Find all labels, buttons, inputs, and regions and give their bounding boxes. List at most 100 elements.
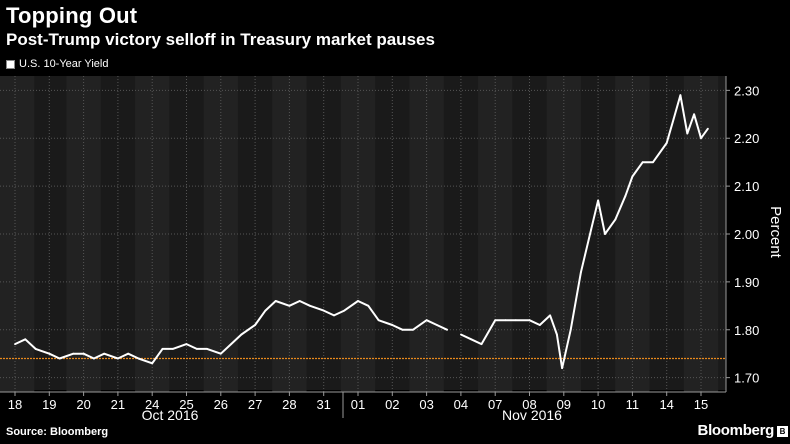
series-point xyxy=(652,161,654,164)
series-point xyxy=(14,343,16,345)
x-tick-label: 28 xyxy=(282,397,296,412)
x-tick-label: 11 xyxy=(626,397,640,412)
x-tick-label: 15 xyxy=(694,397,708,412)
series-point xyxy=(604,233,606,235)
legend-label: U.S. 10-Year Yield xyxy=(19,58,109,70)
series-point xyxy=(230,343,233,345)
series-point xyxy=(309,304,311,307)
x-tick-label: 25 xyxy=(179,397,193,412)
series-point xyxy=(700,137,702,140)
series-point xyxy=(333,314,335,317)
series-point xyxy=(569,328,572,331)
x-tick-label: 19 xyxy=(42,397,56,412)
series-point xyxy=(436,324,438,326)
series-point xyxy=(117,357,119,360)
series-point xyxy=(93,357,95,360)
band xyxy=(0,76,35,392)
series-point xyxy=(631,175,634,178)
y-tick-label: 2.10 xyxy=(734,179,759,194)
x-tick-labels: 18 19 20 21 24 25 26 27 28 31 01 02 03 04 07 08 09 10 11 14… xyxy=(8,392,708,412)
series-point xyxy=(480,343,483,345)
series-point xyxy=(412,328,414,331)
series-point xyxy=(103,352,106,355)
bloomberg-icon: B xyxy=(777,426,788,437)
series-point xyxy=(34,348,37,350)
series-point xyxy=(707,127,709,130)
month-label-oct: Oct 2016 xyxy=(142,407,199,423)
x-tick-label: 31 xyxy=(316,397,330,412)
y-tick-label: 2.00 xyxy=(734,227,759,242)
chart-title: Topping Out xyxy=(6,3,138,28)
series-point xyxy=(641,161,644,164)
x-tick-label: 03 xyxy=(419,397,433,412)
x-tick-label: 01 xyxy=(351,397,365,412)
series-point xyxy=(672,118,675,120)
series-point xyxy=(391,324,394,326)
series-point xyxy=(206,348,209,350)
series-point xyxy=(624,194,627,197)
series-point xyxy=(460,333,462,336)
series-point xyxy=(298,300,301,302)
x-tick-label: 20 xyxy=(76,397,90,412)
y-tick-label: 2.30 xyxy=(734,83,759,98)
series-point xyxy=(48,352,51,355)
series-line xyxy=(460,94,709,370)
series-point xyxy=(686,132,689,135)
legend: U.S. 10-Year Yield xyxy=(6,58,108,70)
x-tick-label: 21 xyxy=(111,397,125,412)
y-tick-label: 2.20 xyxy=(734,131,759,146)
x-tick-label: 14 xyxy=(659,397,673,412)
y-tick-label: 1.80 xyxy=(734,323,759,338)
x-tick-label: 09 xyxy=(557,397,571,412)
x-tick-label: 10 xyxy=(591,397,605,412)
y-tick-label: 1.70 xyxy=(734,371,759,386)
series-point xyxy=(137,357,140,360)
grid-lines xyxy=(0,76,726,392)
series-point xyxy=(264,309,267,312)
band xyxy=(272,76,307,392)
series-point xyxy=(561,367,563,369)
series-point xyxy=(343,309,346,312)
series-point xyxy=(274,300,277,302)
x-tick-label: 18 xyxy=(8,397,22,412)
series-point xyxy=(470,338,473,341)
month-label-nov: Nov 2016 xyxy=(502,407,562,423)
series-point xyxy=(195,348,198,350)
series-point xyxy=(254,324,256,326)
series-point xyxy=(377,319,380,322)
x-tick-label: 27 xyxy=(248,397,262,412)
series-point xyxy=(151,362,154,365)
band xyxy=(135,76,170,392)
band xyxy=(683,76,719,392)
series-point xyxy=(72,352,75,355)
series-point xyxy=(161,348,164,350)
series-point xyxy=(171,348,174,350)
series-point xyxy=(514,319,517,322)
series-point xyxy=(185,343,188,345)
series-point xyxy=(240,333,243,336)
series-point xyxy=(679,94,682,97)
series-point xyxy=(446,328,449,331)
series-point xyxy=(58,357,61,360)
x-tick-label: 07 xyxy=(488,397,502,412)
series-point xyxy=(127,352,130,355)
series-point xyxy=(82,352,85,355)
series-point xyxy=(367,304,370,307)
series-point xyxy=(357,300,359,302)
series-point xyxy=(425,319,428,322)
series-point xyxy=(580,271,582,274)
series-point xyxy=(597,199,599,202)
series-point xyxy=(665,142,668,144)
series-point xyxy=(504,319,507,322)
series-point xyxy=(614,218,617,221)
source-note: Source: Bloomberg xyxy=(6,426,109,438)
series-point xyxy=(590,228,593,231)
chart-subtitle: Post-Trump victory selloff in Treasury m… xyxy=(6,30,435,49)
series-point xyxy=(219,352,222,355)
series-point xyxy=(494,319,497,322)
y-axis-label: Percent xyxy=(767,206,784,259)
series-point xyxy=(556,333,558,336)
y-tick-label: 1.90 xyxy=(734,275,759,290)
series-point xyxy=(538,324,541,326)
